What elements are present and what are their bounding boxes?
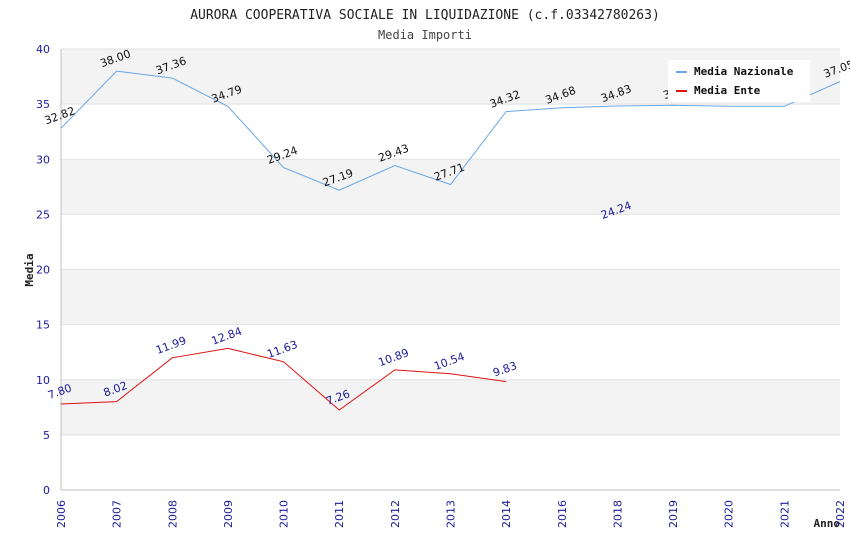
x-tick-label: 2006 xyxy=(55,500,68,528)
y-axis-label: Media xyxy=(23,253,36,286)
x-tick-label: 2014 xyxy=(500,500,513,528)
y-tick-label: 40 xyxy=(36,43,50,56)
axes xyxy=(60,49,840,491)
y-tick-label: 5 xyxy=(43,429,50,442)
x-tick-label: 2019 xyxy=(667,500,680,528)
background-band xyxy=(61,324,840,380)
series-line-media-ente xyxy=(60,347,507,411)
y-tick-label: 10 xyxy=(36,374,50,387)
x-tick-label: 2013 xyxy=(445,500,458,528)
y-tick-label: 15 xyxy=(36,319,50,332)
background-band xyxy=(61,214,840,270)
x-tick-label: 2010 xyxy=(278,500,291,528)
background-band xyxy=(61,269,840,325)
background-band xyxy=(61,159,840,215)
y-tick-labels: 0 5 10 15 20 25 30 35 40 xyxy=(36,43,50,497)
y-tick-label: 20 xyxy=(36,264,50,277)
series-line-media-nazionale xyxy=(60,70,841,191)
plot-background xyxy=(61,49,840,490)
x-tick-label: 2020 xyxy=(723,500,736,528)
x-tick-label: 2016 xyxy=(556,500,569,528)
x-tick-label: 2011 xyxy=(333,500,346,528)
y-tick-label: 35 xyxy=(36,98,50,111)
x-tick-label: 2007 xyxy=(111,500,124,528)
x-tick-label: 2008 xyxy=(166,500,179,528)
x-axis-label: Anno xyxy=(814,517,841,530)
x-tick-label: 2018 xyxy=(611,500,624,528)
x-tick-label: 2009 xyxy=(222,500,235,528)
chart-subtitle: Media Importi xyxy=(378,28,472,42)
background-band xyxy=(61,434,840,490)
legend-label-media-ente: Media Ente xyxy=(694,84,761,97)
x-tick-label: 2012 xyxy=(389,500,402,528)
legend-label-media-nazionale: Media Nazionale xyxy=(694,65,794,78)
series-lines xyxy=(60,70,841,411)
y-tick-label: 0 xyxy=(43,484,50,497)
legend-box xyxy=(668,60,810,102)
y-tick-label: 25 xyxy=(36,208,50,221)
background-band xyxy=(61,104,840,160)
y-tick-label: 30 xyxy=(36,153,50,166)
x-tick-labels: 2006 2007 2008 2009 2010 2011 2012 2013 2014 2016… xyxy=(55,500,847,528)
x-tick-label: 2022 xyxy=(834,500,847,528)
background-band xyxy=(61,379,840,435)
legend: Media Nazionale Media Ente xyxy=(668,60,810,102)
chart-title: AURORA COOPERATIVA SOCIALE IN LIQUIDAZIO… xyxy=(190,8,660,23)
x-tick-label: 2021 xyxy=(778,500,791,528)
